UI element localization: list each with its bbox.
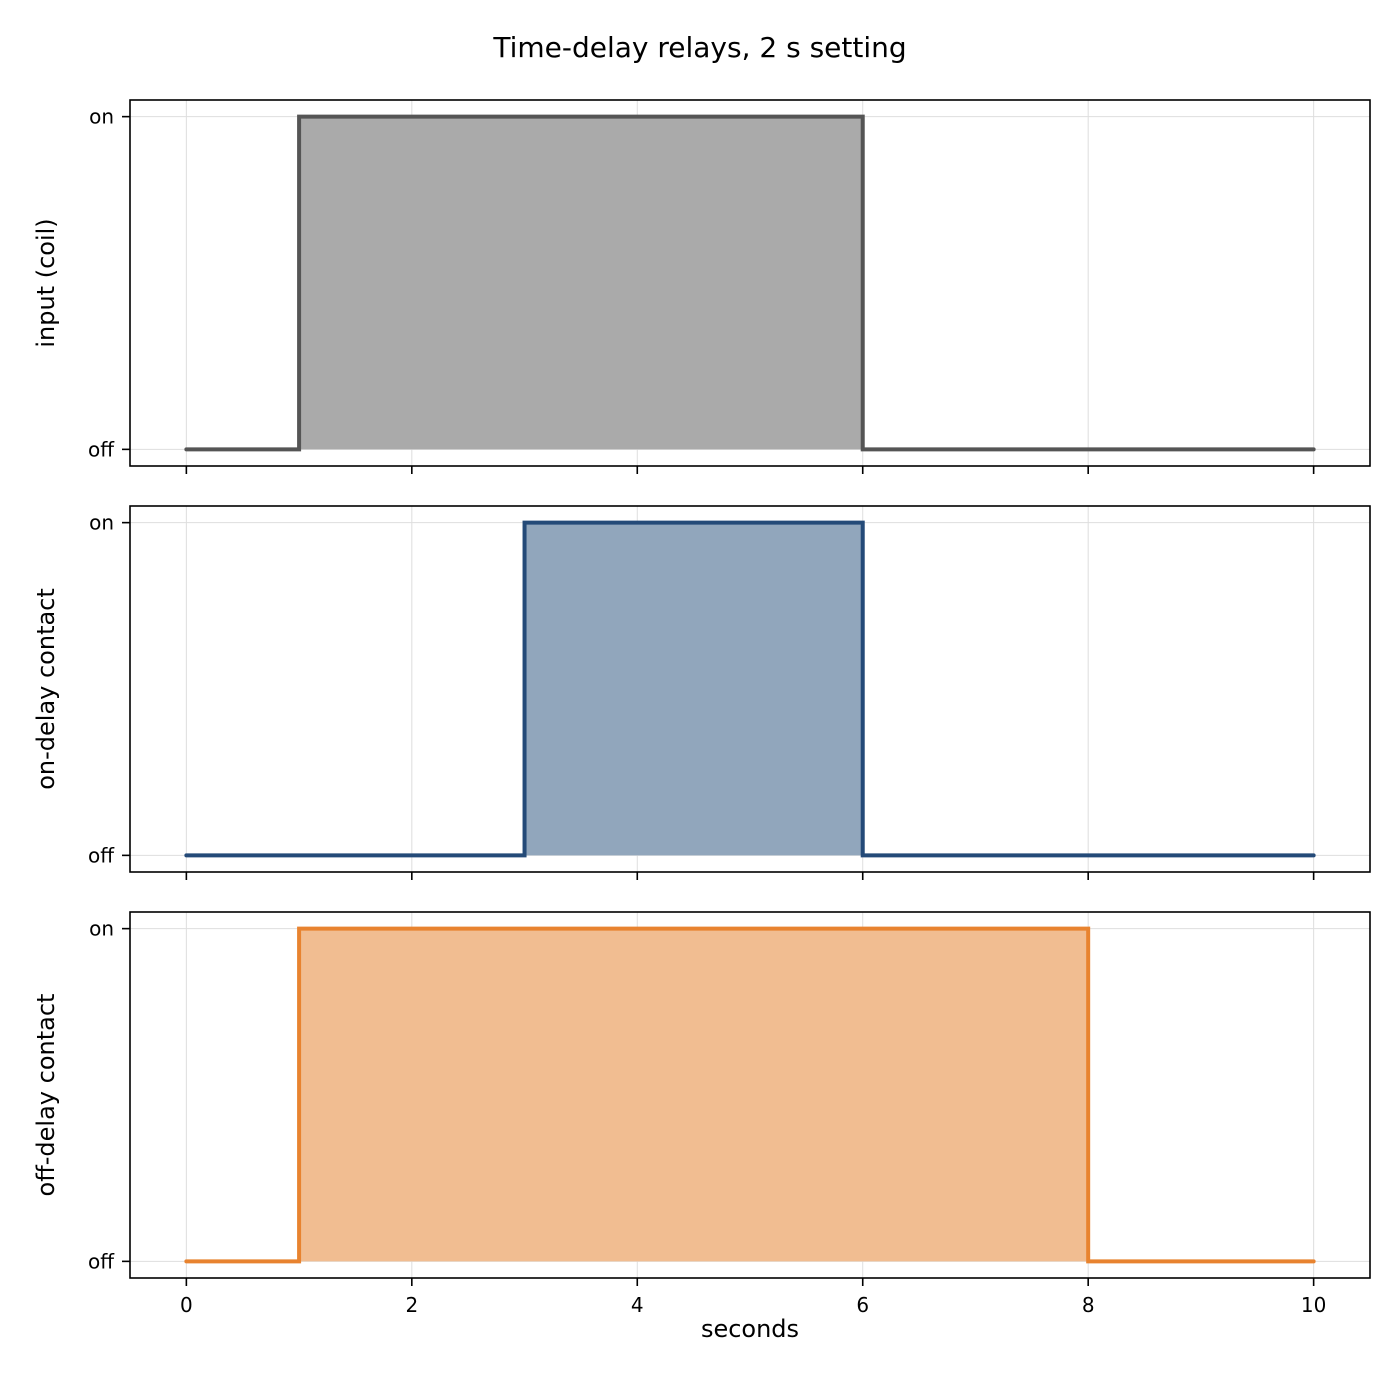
axes-frame bbox=[129, 505, 1371, 873]
y-tick-label: on bbox=[89, 105, 114, 129]
y-tick-label: on bbox=[89, 917, 114, 941]
x-tick-label: 2 bbox=[405, 1293, 418, 1317]
panel-3: 0 2 4 6 8 10 off on off-delay contact bbox=[32, 911, 1371, 1317]
signal-line bbox=[184, 520, 1316, 858]
y-axis-label: on-delay contact bbox=[32, 588, 60, 790]
y-tick-label: on bbox=[89, 511, 114, 535]
x-tick-label: 10 bbox=[1301, 1293, 1326, 1317]
signal-line bbox=[184, 114, 1316, 452]
y-axis-label: input (coil) bbox=[32, 218, 60, 347]
panels: off on input (coil) off on on-delay contact 0 2… bbox=[32, 99, 1371, 1317]
y-tick-label: off bbox=[88, 437, 115, 461]
chart-title: Time-delay relays, 2 s setting bbox=[492, 31, 906, 64]
x-tick-label: 0 bbox=[180, 1293, 193, 1317]
y-axis-label: off-delay contact bbox=[32, 994, 60, 1197]
axes-frame bbox=[129, 911, 1371, 1279]
panel-2: off on on-delay contact bbox=[32, 505, 1371, 880]
x-tick-label: 8 bbox=[1082, 1293, 1095, 1317]
x-axis-label: seconds bbox=[701, 1315, 799, 1343]
signal-line bbox=[184, 926, 1316, 1264]
y-tick-label: off bbox=[88, 1249, 115, 1273]
signal-fill bbox=[186, 522, 1314, 856]
signal-fill bbox=[186, 928, 1314, 1262]
x-tick-label: 6 bbox=[856, 1293, 869, 1317]
signal-fill bbox=[186, 116, 1314, 450]
y-tick-label: off bbox=[88, 843, 115, 867]
axes-frame bbox=[129, 99, 1371, 467]
panel-1: off on input (coil) bbox=[32, 99, 1371, 474]
x-tick-label: 4 bbox=[631, 1293, 644, 1317]
